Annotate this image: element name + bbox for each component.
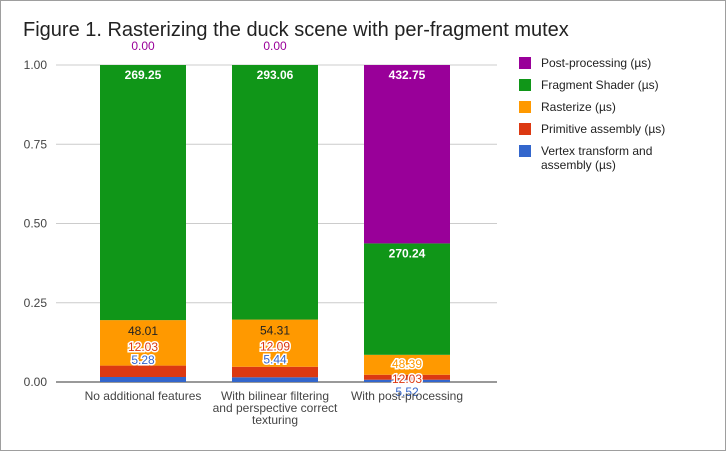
legend-item: Post-processing (µs) — [519, 56, 719, 70]
y-tick-label: 0.75 — [24, 137, 48, 151]
legend-swatch — [519, 145, 531, 157]
x-category-label: With bilinear filtering — [221, 389, 329, 403]
bar-segment — [100, 65, 186, 321]
bar-segment — [232, 319, 318, 367]
data-label: 269.25 — [125, 68, 162, 82]
legend-label: Post-processing (µs) — [541, 56, 652, 70]
x-category-label: With post-processing — [351, 389, 463, 403]
data-label: 5.52 — [395, 385, 419, 399]
legend-label: Vertex transform and assembly (µs) — [541, 144, 653, 172]
legend-item: Fragment Shader (µs) — [519, 78, 719, 92]
bar-segment — [364, 243, 450, 355]
data-label: 0.00 — [131, 39, 155, 53]
legend-swatch — [519, 79, 531, 91]
legend-item: Primitive assembly (µs) — [519, 122, 719, 136]
bar-segment — [364, 354, 450, 375]
bar-segment — [100, 365, 186, 377]
x-category-label: No additional features — [85, 389, 202, 403]
legend-item: Rasterize (µs) — [519, 100, 719, 114]
data-label: 293.06 — [257, 68, 294, 82]
legend-label: Fragment Shader (µs) — [541, 78, 659, 92]
legend-label: Primitive assembly (µs) — [541, 122, 666, 136]
data-label: 12.03 — [128, 340, 158, 354]
data-label-halo: 12.03 — [392, 372, 422, 386]
data-label: 5.44 — [263, 353, 287, 367]
bar-segment — [364, 65, 450, 244]
data-label: 48.01 — [128, 324, 158, 338]
bar-segment — [232, 65, 318, 320]
y-tick-label: 0.25 — [24, 296, 48, 310]
y-tick-label: 0.00 — [24, 375, 48, 389]
legend-item: Vertex transform and assembly (µs) — [519, 144, 719, 172]
data-label: 0.00 — [263, 39, 287, 53]
data-label: 5.28 — [131, 353, 155, 367]
legend-swatch — [519, 101, 531, 113]
data-label: 270.24 — [389, 246, 426, 260]
data-label: 432.75 — [389, 68, 426, 82]
data-label: 48.39 — [392, 357, 422, 371]
y-tick-label: 0.50 — [24, 217, 48, 231]
data-label-halo: 12.03 — [128, 340, 158, 354]
data-label: 12.09 — [260, 340, 290, 354]
data-label-halo: 5.44 — [263, 353, 287, 367]
bar-segment — [364, 379, 450, 382]
data-label-halo: 5.28 — [131, 353, 155, 367]
data-label: 54.31 — [260, 324, 290, 338]
bar-segment — [100, 320, 186, 366]
legend-label: Rasterize (µs) — [541, 100, 616, 114]
legend-swatch — [519, 123, 531, 135]
chart-title: Figure 1. Rasterizing the duck scene wit… — [23, 19, 569, 41]
data-label: 12.03 — [392, 372, 422, 386]
x-category-label: texturing — [252, 413, 298, 427]
data-label-halo: 12.09 — [260, 340, 290, 354]
bar-segment — [364, 374, 450, 380]
data-label-halo: 48.39 — [392, 357, 422, 371]
bar-segment — [232, 377, 318, 382]
chart-legend: Post-processing (µs) Fragment Shader (µs)… — [519, 56, 719, 180]
data-label-halo: 5.52 — [395, 385, 419, 399]
x-category-label: and perspective correct — [213, 401, 338, 415]
y-tick-label: 1.00 — [24, 58, 48, 72]
legend-swatch — [519, 57, 531, 69]
bar-segment — [232, 366, 318, 378]
bar-segment — [100, 376, 186, 382]
